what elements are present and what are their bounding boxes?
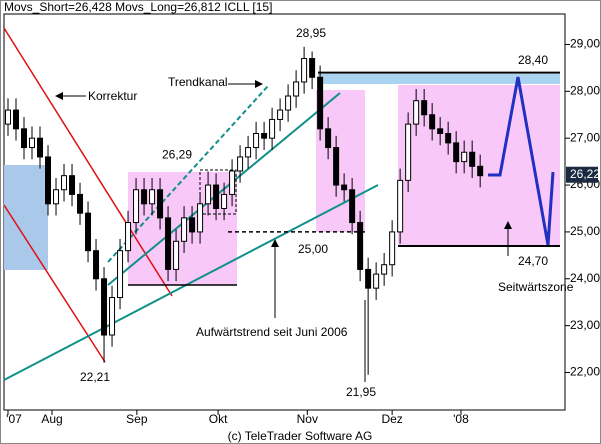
footer: (c) TeleTrader Software AG [228, 429, 373, 443]
candle-body [389, 231, 396, 266]
candle-body [101, 278, 108, 336]
candle-body [229, 170, 236, 195]
candle-body [317, 76, 324, 130]
level-label: 22,21 [80, 370, 110, 384]
candle-body [341, 184, 348, 191]
candle-body [93, 250, 100, 280]
candle-body [77, 193, 84, 214]
last-price-marker [566, 166, 598, 183]
candle-body [21, 128, 28, 149]
candle-body [373, 273, 380, 289]
candle-body [245, 147, 252, 158]
level-label: 21,95 [346, 385, 376, 399]
candle-body [189, 217, 196, 233]
candle-body [237, 156, 244, 172]
candle-body [133, 189, 140, 224]
chart-title: Movs_Short=26,428 Movs_Long=26,812 ICLL … [4, 0, 272, 14]
x-tick-label: Sep [126, 412, 148, 426]
candle-body [381, 264, 388, 275]
x-tick-label: Okt [209, 412, 228, 426]
x-tick-label: '07 [6, 412, 22, 426]
candle-body [85, 212, 92, 252]
zone-blue [4, 165, 48, 270]
candle-body [285, 95, 292, 111]
annotation: Aufwärtstrend seit Juni 2006 [196, 325, 348, 339]
candle-body [13, 109, 20, 130]
y-tick-label: 25,00 [570, 224, 600, 238]
candle-body [261, 133, 268, 139]
candle-body [157, 189, 164, 219]
candle-body [349, 189, 356, 224]
y-tick-label: 22,00 [570, 365, 600, 379]
marks [5, 46, 484, 375]
dashed-box [199, 169, 237, 215]
candle-body [109, 297, 116, 336]
zone-pink [316, 90, 365, 232]
candle-body [269, 118, 276, 139]
annotation: Trendkanal [168, 75, 228, 89]
candle-body [365, 268, 372, 289]
candle-body [149, 189, 156, 205]
candle-body [197, 203, 204, 233]
x-tick-label: Dez [381, 412, 402, 426]
candle-body [173, 240, 180, 270]
candle-body [437, 128, 444, 135]
level-label: 28,95 [296, 26, 326, 40]
candle-body [301, 58, 308, 83]
annotation: Seitwärtszone [498, 280, 574, 294]
candle-body [61, 175, 68, 191]
x-tick-label: '08 [453, 412, 469, 426]
candle-body [205, 184, 212, 205]
candle-body [325, 128, 332, 149]
candle-body [397, 179, 404, 233]
candle-body [429, 114, 436, 130]
x-tick-label: Nov [297, 412, 318, 426]
candle-body [165, 217, 172, 270]
candle-body [453, 142, 460, 163]
last-price-label: 26,22 [570, 167, 600, 181]
level-label: 24,70 [518, 254, 548, 268]
candle-body [469, 151, 476, 167]
candle-body [69, 175, 76, 195]
candle-body [421, 100, 428, 116]
y-tick-label: 27,00 [570, 130, 600, 144]
candle-body [357, 222, 364, 270]
candle-body [37, 137, 44, 158]
candle-body [309, 58, 316, 78]
candle-body [117, 250, 124, 299]
y-tick-label: 29,00 [570, 37, 600, 51]
candle-body [221, 193, 228, 209]
candle-body [213, 184, 220, 209]
candle-body [125, 222, 132, 252]
candle-body [45, 156, 52, 205]
trend-line [3, 184, 379, 381]
candle-body [461, 151, 468, 163]
candle-body [477, 165, 484, 177]
projection-line [488, 76, 555, 246]
candle-body [5, 109, 12, 125]
candle-body [405, 123, 412, 181]
zone-blue [318, 74, 560, 84]
trend-line [3, 27, 173, 297]
candle-body [413, 100, 420, 125]
candle-body [333, 147, 340, 186]
level-label: 25,00 [298, 242, 328, 256]
y-tick-label: 24,00 [570, 271, 600, 285]
candle-body [445, 133, 452, 144]
candle-body [29, 137, 36, 149]
level-label: 28,40 [518, 53, 548, 67]
candle-body [293, 81, 300, 97]
y-tick-label: 28,00 [570, 83, 600, 97]
candle-body [253, 133, 260, 149]
candle-body [181, 217, 188, 242]
candle-body [141, 189, 148, 205]
annotation: Korrektur [88, 89, 137, 103]
candle-body [277, 109, 284, 120]
level-label: 26,29 [162, 148, 192, 162]
x-tick-label: Aug [41, 412, 62, 426]
candle-body [53, 189, 60, 205]
y-tick-label: 23,00 [570, 318, 600, 332]
